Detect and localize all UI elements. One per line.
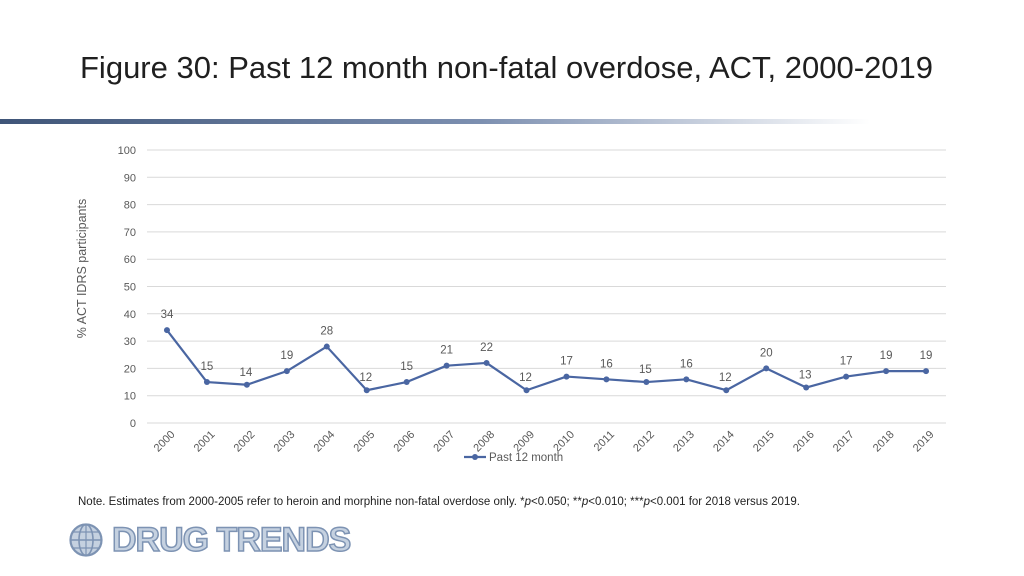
x-tick-label: 2004 (312, 429, 338, 455)
data-point (403, 379, 410, 386)
data-label: 15 (639, 364, 652, 376)
data-point (763, 365, 770, 372)
note-mid-2: <0.010; *** (588, 496, 644, 508)
data-label: 14 (239, 367, 252, 379)
x-tick-label: 2003 (272, 429, 298, 455)
x-tick-label: 2016 (791, 429, 817, 455)
data-point (643, 379, 650, 386)
y-tick-label: 100 (118, 145, 136, 157)
data-point (283, 368, 290, 375)
y-tick-label: 10 (124, 391, 136, 403)
drug-trends-logo: DRUG TRENDS (68, 521, 352, 559)
note-suffix: <0.001 for 2018 versus 2019. (650, 496, 800, 508)
y-tick-label: 80 (124, 200, 136, 212)
y-axis-label: % ACT IDRS participants (75, 199, 89, 338)
series-line (166, 329, 927, 392)
x-tick-label: 2001 (192, 429, 218, 455)
y-axis-ticks: 0 10 20 30 40 50 60 70 80 90 100 (118, 145, 136, 430)
y-tick-label: 0 (130, 418, 136, 430)
series-past-12-month (163, 327, 930, 394)
data-label: 16 (680, 358, 693, 370)
x-tick-label: 2013 (671, 429, 697, 455)
data-label: 21 (440, 345, 453, 357)
globe-icon (69, 523, 103, 557)
data-point (683, 376, 690, 383)
data-point (203, 379, 210, 386)
page-title: Figure 30: Past 12 month non-fatal overd… (80, 50, 934, 85)
note-p-3: p (643, 496, 650, 508)
note-mid-1: <0.050; ** (531, 496, 582, 508)
data-point (603, 376, 610, 383)
data-point (803, 384, 810, 391)
y-tick-label: 90 (124, 172, 136, 184)
gridlines (147, 149, 946, 424)
data-point (523, 387, 530, 394)
note-prefix: Note. Estimates from 2000-2005 refer to … (78, 496, 525, 508)
x-tick-label: 2015 (751, 429, 777, 455)
data-label: 12 (359, 372, 372, 384)
data-labels: 34 15 14 19 28 12 15 21 22 12 17 16 15 16 12 20 13 17 19 19 (161, 309, 933, 384)
y-tick-label: 30 (124, 336, 136, 348)
data-point (923, 368, 930, 375)
data-point (843, 373, 850, 380)
data-label: 28 (320, 326, 333, 338)
data-label: 34 (161, 309, 174, 321)
x-tick-label: 2011 (592, 429, 617, 454)
y-tick-label: 70 (124, 227, 136, 239)
data-point (723, 387, 730, 394)
data-label: 16 (600, 358, 613, 370)
x-axis-ticks: 2000 2001 2002 2003 2004 2005 2006 2007 2008 2009… (152, 429, 937, 455)
x-tick-label: 2012 (631, 429, 657, 455)
data-label: 15 (400, 361, 413, 373)
x-tick-label: 2014 (711, 429, 737, 455)
title-divider (0, 119, 870, 124)
note-p-2: p (581, 496, 589, 508)
data-label: 12 (719, 372, 732, 384)
data-label: 12 (519, 372, 532, 384)
data-label: 19 (880, 350, 893, 362)
x-tick-label: 2009 (511, 429, 537, 455)
y-tick-label: 20 (124, 363, 136, 375)
data-label: 19 (280, 350, 293, 362)
data-label: 13 (799, 370, 812, 382)
x-tick-label: 2000 (152, 429, 178, 455)
legend: Past 12 month (464, 452, 563, 464)
data-label: 20 (760, 347, 773, 359)
data-point (243, 381, 250, 388)
y-tick-label: 40 (124, 309, 136, 321)
data-point (163, 327, 170, 334)
x-tick-label: 2006 (391, 429, 417, 455)
note-p-1: p (524, 496, 532, 508)
x-tick-label: 2005 (352, 429, 378, 455)
data-label: 22 (480, 342, 493, 354)
x-tick-label: 2007 (431, 429, 457, 455)
footnote: Note. Estimates from 2000-2005 refer to … (78, 496, 800, 508)
x-tick-label: 2018 (871, 429, 897, 455)
data-point (883, 368, 890, 375)
data-label: 17 (840, 356, 853, 368)
data-label: 17 (560, 356, 573, 368)
y-tick-label: 60 (124, 254, 136, 266)
data-point (483, 359, 490, 366)
logo-wordmark: DRUG TRENDS (111, 521, 352, 559)
x-tick-label: 2002 (232, 429, 258, 455)
x-tick-label: 2010 (551, 429, 577, 455)
data-point (323, 343, 330, 350)
y-tick-label: 50 (124, 282, 136, 294)
data-point (563, 373, 570, 380)
x-tick-label: 2017 (831, 429, 857, 455)
data-label: 19 (920, 350, 933, 362)
x-tick-label: 2019 (911, 429, 937, 455)
data-point (443, 362, 450, 369)
legend-label: Past 12 month (489, 452, 563, 464)
data-label: 15 (201, 361, 214, 373)
legend-swatch-marker (472, 454, 478, 460)
x-tick-label: 2008 (471, 429, 497, 455)
data-point (363, 387, 370, 394)
